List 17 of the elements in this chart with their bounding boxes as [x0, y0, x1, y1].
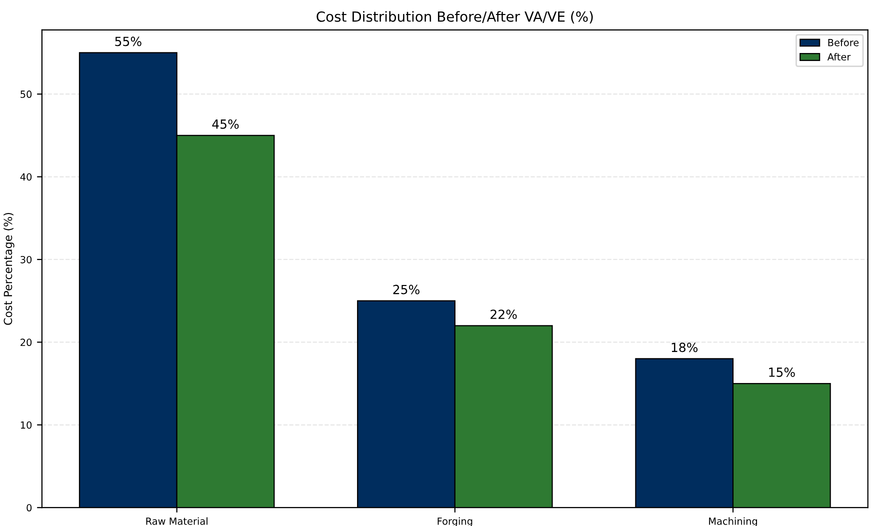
x-tick-label: Raw Material — [146, 517, 208, 525]
data-label: 45% — [212, 119, 239, 129]
data-label: 55% — [115, 36, 142, 46]
data-label: 25% — [393, 284, 420, 294]
y-tick-label: 40 — [20, 173, 32, 181]
y-tick-label: 30 — [20, 256, 32, 264]
y-tick-label: 20 — [20, 338, 32, 346]
legend-label: Before — [828, 38, 859, 46]
y-tick-label: 50 — [20, 90, 32, 98]
chart-title: Cost Distribution Before/After VA/VE (%) — [316, 11, 593, 24]
y-axis-title: Cost Percentage (%) — [4, 213, 14, 325]
y-tick-label: 0 — [26, 504, 32, 512]
legend-label: After — [827, 53, 851, 61]
data-label: 22% — [490, 310, 517, 320]
data-label: 18% — [672, 342, 698, 352]
data-label: 15% — [769, 367, 795, 377]
y-tick-label: 10 — [20, 421, 32, 429]
